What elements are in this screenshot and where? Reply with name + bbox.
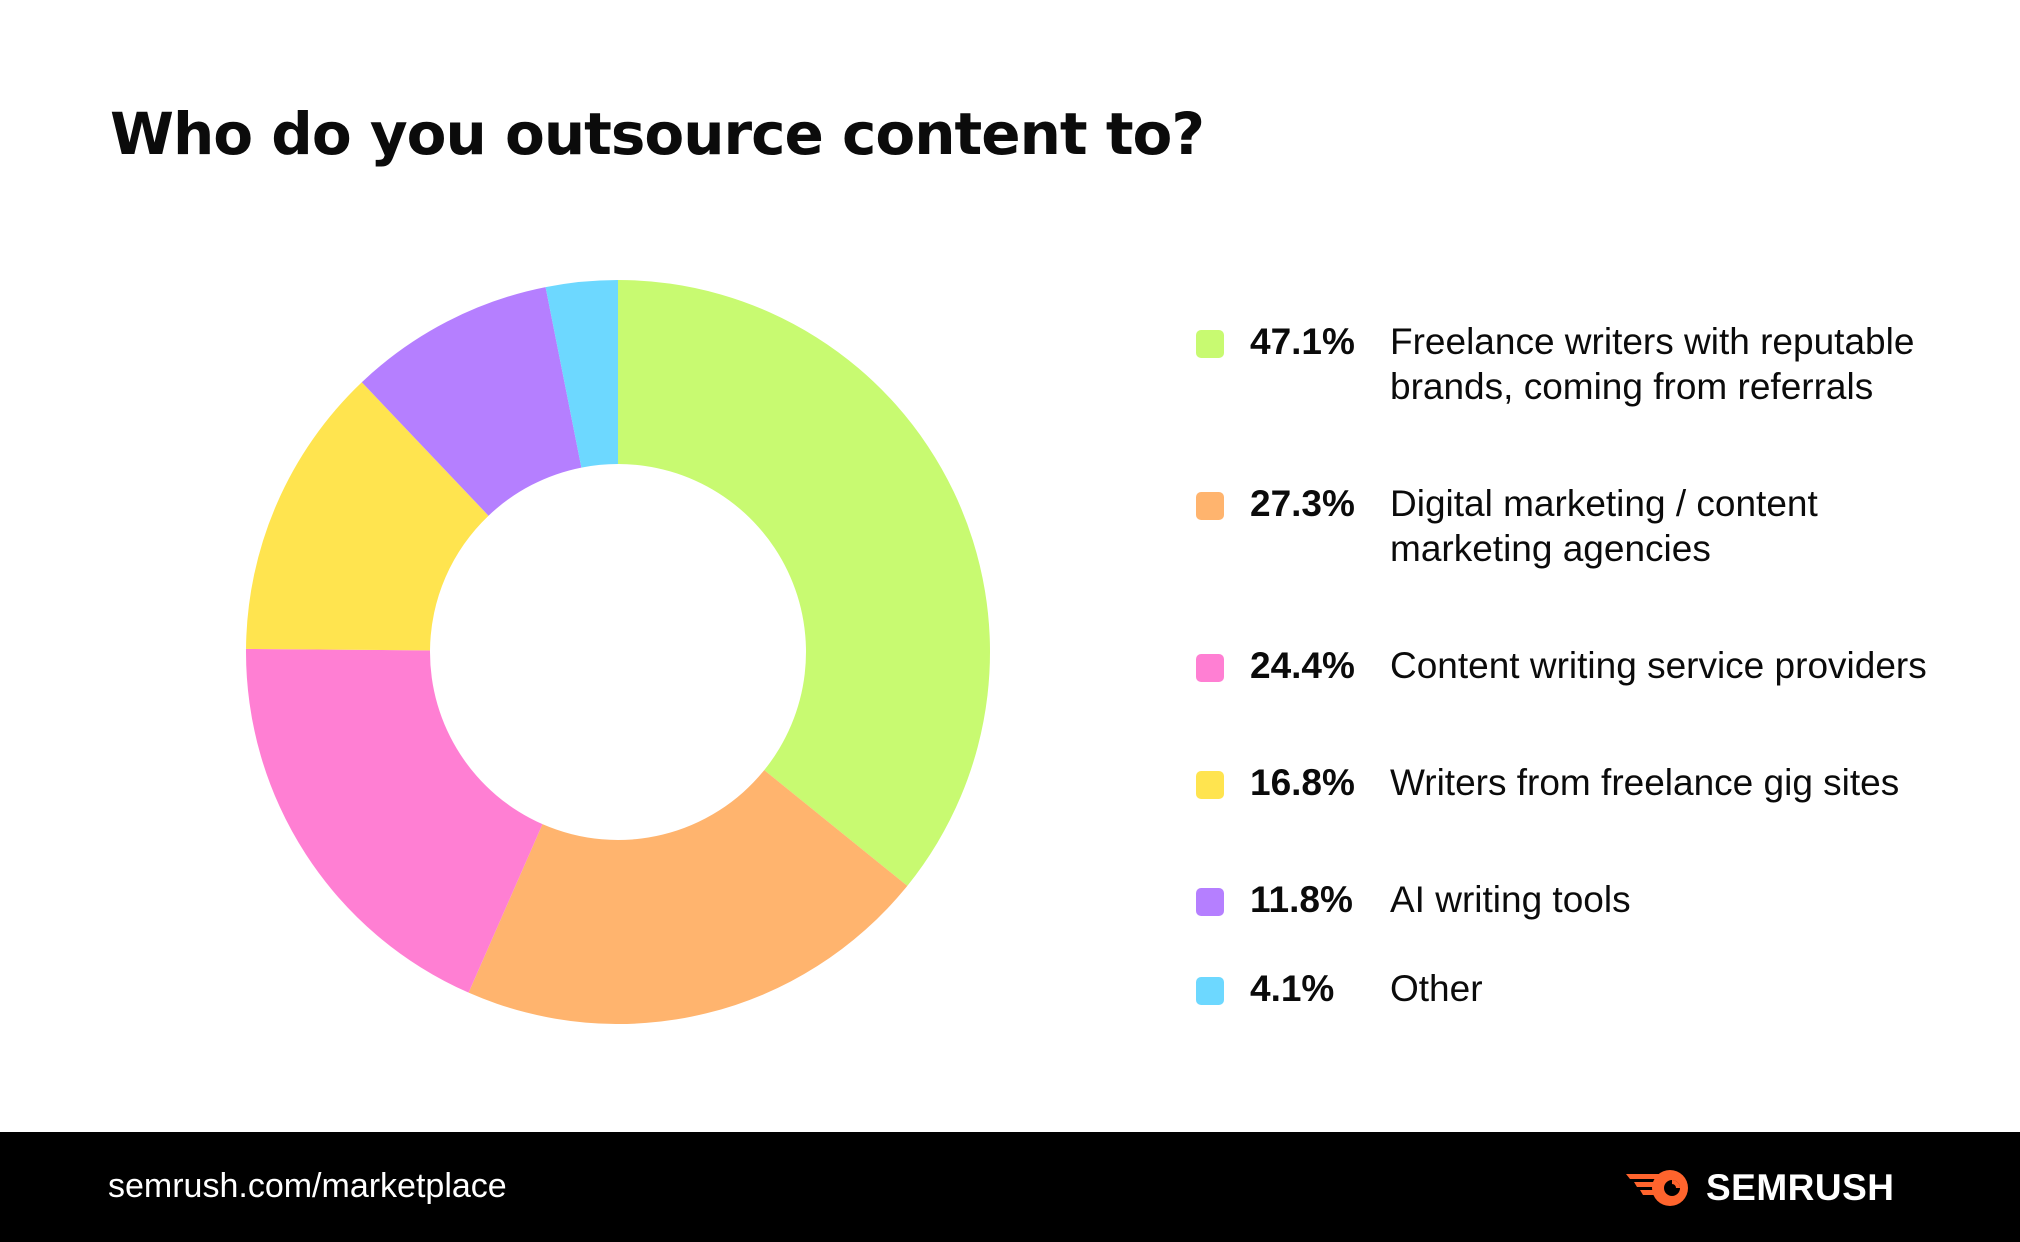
donut-slice-agencies [468,770,908,1024]
brand-name: SEMRUSH [1706,1167,1895,1208]
legend-item-ai-tools: 11.8% AI writing tools [1190,878,1990,967]
legend-item-freelance-writers: 47.1% Freelance writers with reputable b… [1190,320,1990,482]
legend-label: AI writing tools [1390,879,1631,920]
legend-label: Content writing service providers [1390,645,1927,686]
legend-label: Digital marketing / content marketing ag… [1390,483,1818,569]
legend-value: 4.1% [1250,968,1335,1009]
legend-label: Freelance writers with reputable brands,… [1390,321,1915,407]
donut-slice-freelance-writers [618,280,991,886]
footer-url-link[interactable]: semrush.com/marketplace [108,1167,507,1205]
legend-item-agencies: 27.3% Digital marketing / content market… [1190,482,1990,644]
donut-slice-other [545,280,618,468]
donut-slice-ai-tools [361,287,582,516]
legend-swatch [1196,771,1224,799]
legend-item-service-providers: 24.4% Content writing service providers [1190,644,1990,761]
legend-label: Writers from freelance gig sites [1390,762,1900,803]
semrush-fireball-icon [1626,1170,1688,1206]
legend-swatch [1196,654,1224,682]
footer-bar: semrush.com/marketplace SEMRUSH [0,1132,2020,1242]
legend: 47.1% Freelance writers with reputable b… [1190,320,1990,1027]
chart-title: Who do you outsource content to? [110,100,1205,168]
legend-label: Other [1390,968,1483,1009]
donut-chart [245,280,991,1024]
legend-swatch [1196,977,1224,1005]
legend-swatch [1196,888,1224,916]
legend-value: 27.3% [1250,483,1355,524]
legend-item-other: 4.1% Other [1190,967,1990,1027]
legend-item-gig-sites: 16.8% Writers from freelance gig sites [1190,761,1990,878]
legend-value: 11.8% [1250,879,1353,920]
donut-slice-service-providers [245,648,543,993]
legend-swatch [1196,330,1224,358]
donut-slice-gig-sites [246,382,489,651]
legend-value: 16.8% [1250,762,1355,803]
legend-swatch [1196,492,1224,520]
legend-value: 47.1% [1250,321,1355,362]
legend-value: 24.4% [1250,645,1355,686]
